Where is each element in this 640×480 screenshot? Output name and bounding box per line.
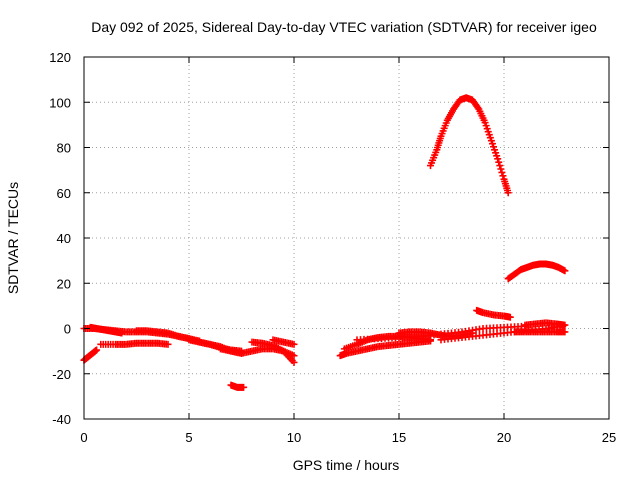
data-point bbox=[164, 340, 172, 348]
series-pass-i bbox=[269, 336, 298, 348]
data-points bbox=[80, 94, 569, 391]
data-point bbox=[498, 168, 506, 176]
data-point bbox=[497, 165, 505, 173]
series-pass-q bbox=[473, 306, 514, 321]
y-tick-label: 60 bbox=[57, 186, 71, 201]
x-tick-label: 0 bbox=[80, 430, 87, 445]
data-point bbox=[561, 321, 569, 329]
data-point bbox=[496, 162, 504, 170]
chart-title: Day 092 of 2025, Sidereal Day-to-day VTE… bbox=[91, 19, 597, 35]
data-point bbox=[474, 104, 482, 112]
y-tick-label: 80 bbox=[57, 141, 71, 156]
plot-frame bbox=[83, 56, 610, 420]
y-tick-label: 100 bbox=[49, 95, 71, 110]
y-tick-label: -20 bbox=[52, 367, 71, 382]
x-tick-label: 10 bbox=[287, 430, 301, 445]
y-tick-label: 40 bbox=[57, 231, 71, 246]
series-pass-c bbox=[86, 323, 126, 337]
series-pass-p bbox=[427, 94, 512, 197]
y-tick-label: 20 bbox=[57, 276, 71, 291]
series-pass-s bbox=[511, 328, 569, 336]
series-pass-t bbox=[521, 319, 569, 329]
series-pass-a bbox=[80, 346, 101, 364]
grid-lines bbox=[84, 57, 609, 419]
data-point bbox=[93, 346, 101, 354]
y-tick-label: -40 bbox=[52, 412, 71, 427]
data-point bbox=[118, 329, 126, 337]
data-point bbox=[506, 313, 514, 321]
data-point bbox=[504, 189, 512, 197]
x-tick-label: 15 bbox=[392, 430, 406, 445]
series-pass-r bbox=[504, 260, 569, 283]
axis-ticks: 0 5 10 15 20 25 -40 -20 0 20 40 60 80 100 120 bbox=[49, 50, 616, 445]
data-point bbox=[561, 328, 569, 336]
series-pass-n bbox=[395, 328, 476, 340]
data-point bbox=[494, 155, 502, 163]
x-axis-label: GPS time / hours bbox=[293, 457, 400, 473]
y-axis-label: SDTVAR / TECUs bbox=[5, 182, 21, 294]
y-tick-label: 120 bbox=[49, 50, 71, 65]
series-pass-d bbox=[97, 339, 172, 348]
data-point bbox=[290, 340, 298, 348]
x-tick-label: 25 bbox=[602, 430, 616, 445]
x-tick-label: 20 bbox=[497, 430, 511, 445]
series-pass-g bbox=[217, 345, 298, 360]
data-point bbox=[495, 158, 503, 166]
data-point bbox=[499, 172, 507, 180]
x-tick-label: 5 bbox=[185, 430, 192, 445]
data-point bbox=[240, 383, 248, 391]
data-point bbox=[561, 267, 569, 275]
data-point bbox=[290, 358, 298, 366]
y-tick-label: 0 bbox=[64, 322, 71, 337]
series-pass-j bbox=[227, 381, 248, 391]
